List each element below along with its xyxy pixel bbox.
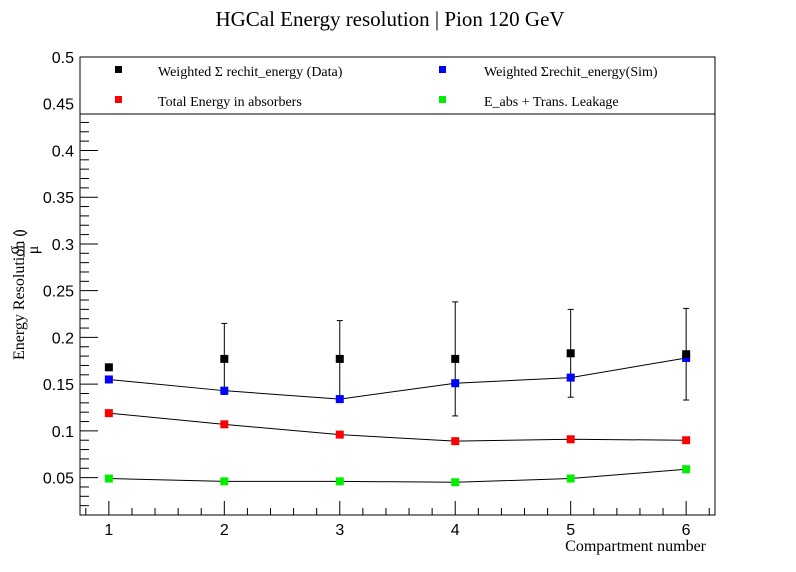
- data-point: [220, 354, 229, 363]
- legend-marker: [439, 96, 446, 103]
- data-point: [682, 350, 691, 359]
- legend-entry: Weighted Σrechit_energy(Sim): [439, 65, 658, 80]
- x-tick-label: 5: [566, 522, 575, 539]
- legend-label: Weighted Σrechit_energy(Sim): [484, 65, 658, 80]
- data-point: [104, 363, 113, 372]
- data-point: [104, 375, 113, 384]
- y-tick-label: 0.2: [52, 330, 74, 347]
- data-point: [451, 379, 460, 388]
- y-tick-label: 0.15: [43, 377, 74, 394]
- data-point: [451, 437, 460, 446]
- legend-label: Total Energy in absorbers: [158, 95, 302, 110]
- data-point: [566, 435, 575, 444]
- data-point: [451, 354, 460, 363]
- data-point: [451, 478, 460, 487]
- y-tick-label: 0.25: [43, 284, 74, 301]
- legend-marker: [439, 66, 446, 73]
- y-tick-label: 0.5: [52, 50, 74, 67]
- data-point: [682, 465, 691, 474]
- data-point: [104, 409, 113, 418]
- data-point: [335, 354, 344, 363]
- data-point: [335, 430, 344, 439]
- data-point: [566, 349, 575, 358]
- y-tick-label: 0.45: [43, 97, 74, 114]
- legend: Weighted Σ rechit_energy (Data) Weighted…: [79, 56, 716, 115]
- legend-entry: E_abs + Trans. Leakage: [439, 95, 619, 110]
- y-axis-label-close: ): [11, 229, 28, 234]
- legend-label: Weighted Σ rechit_energy (Data): [158, 65, 343, 80]
- data-point: [104, 474, 113, 483]
- data-point: [220, 420, 229, 429]
- y-tick-label: 0.05: [43, 471, 74, 488]
- chart-title: HGCal Energy resolution | Pion 120 GeV: [215, 7, 564, 31]
- legend-box: [79, 56, 716, 115]
- legend-entry: Weighted Σ rechit_energy (Data): [115, 65, 343, 80]
- y-tick-label: 0.4: [52, 143, 74, 160]
- y-axis-label: Energy Resolution ( σ μ ): [6, 229, 42, 360]
- y-tick-label: 0.3: [52, 237, 74, 254]
- series-line: [108, 357, 687, 400]
- data-point: [220, 477, 229, 486]
- x-tick-label: 3: [335, 522, 344, 539]
- series-line: [108, 468, 687, 483]
- data-point: [566, 474, 575, 483]
- data-point: [220, 386, 229, 395]
- legend-label: E_abs + Trans. Leakage: [484, 95, 619, 110]
- data-point: [566, 373, 575, 382]
- legend-marker: [115, 96, 122, 103]
- legend-marker: [115, 66, 122, 73]
- y-axis: 0.05 0.1 0.15 0.2 0.25 0.3 0.35 0.4 0.45 0.5: [43, 50, 98, 516]
- data-point: [335, 395, 344, 404]
- x-tick-label: 1: [104, 522, 113, 539]
- x-tick-label: 6: [682, 522, 691, 539]
- data-point: [682, 436, 691, 445]
- x-axis: 1 2 3 4 5 6: [85, 501, 710, 539]
- y-axis-label-sigma: σ: [6, 245, 23, 254]
- x-axis-label: Compartment number: [565, 538, 707, 555]
- y-axis-label-text: Energy Resolution (: [11, 231, 28, 360]
- x-tick-label: 2: [220, 522, 229, 539]
- legend-entry: Total Energy in absorbers: [115, 95, 302, 110]
- x-tick-label: 4: [451, 522, 460, 539]
- series-layer: [104, 301, 691, 487]
- y-tick-label: 0.35: [43, 190, 74, 207]
- series-line: [108, 412, 687, 442]
- plot-frame: [79, 56, 716, 516]
- y-tick-label: 0.1: [52, 424, 74, 441]
- y-axis-label-mu: μ: [25, 246, 42, 255]
- data-point: [335, 477, 344, 486]
